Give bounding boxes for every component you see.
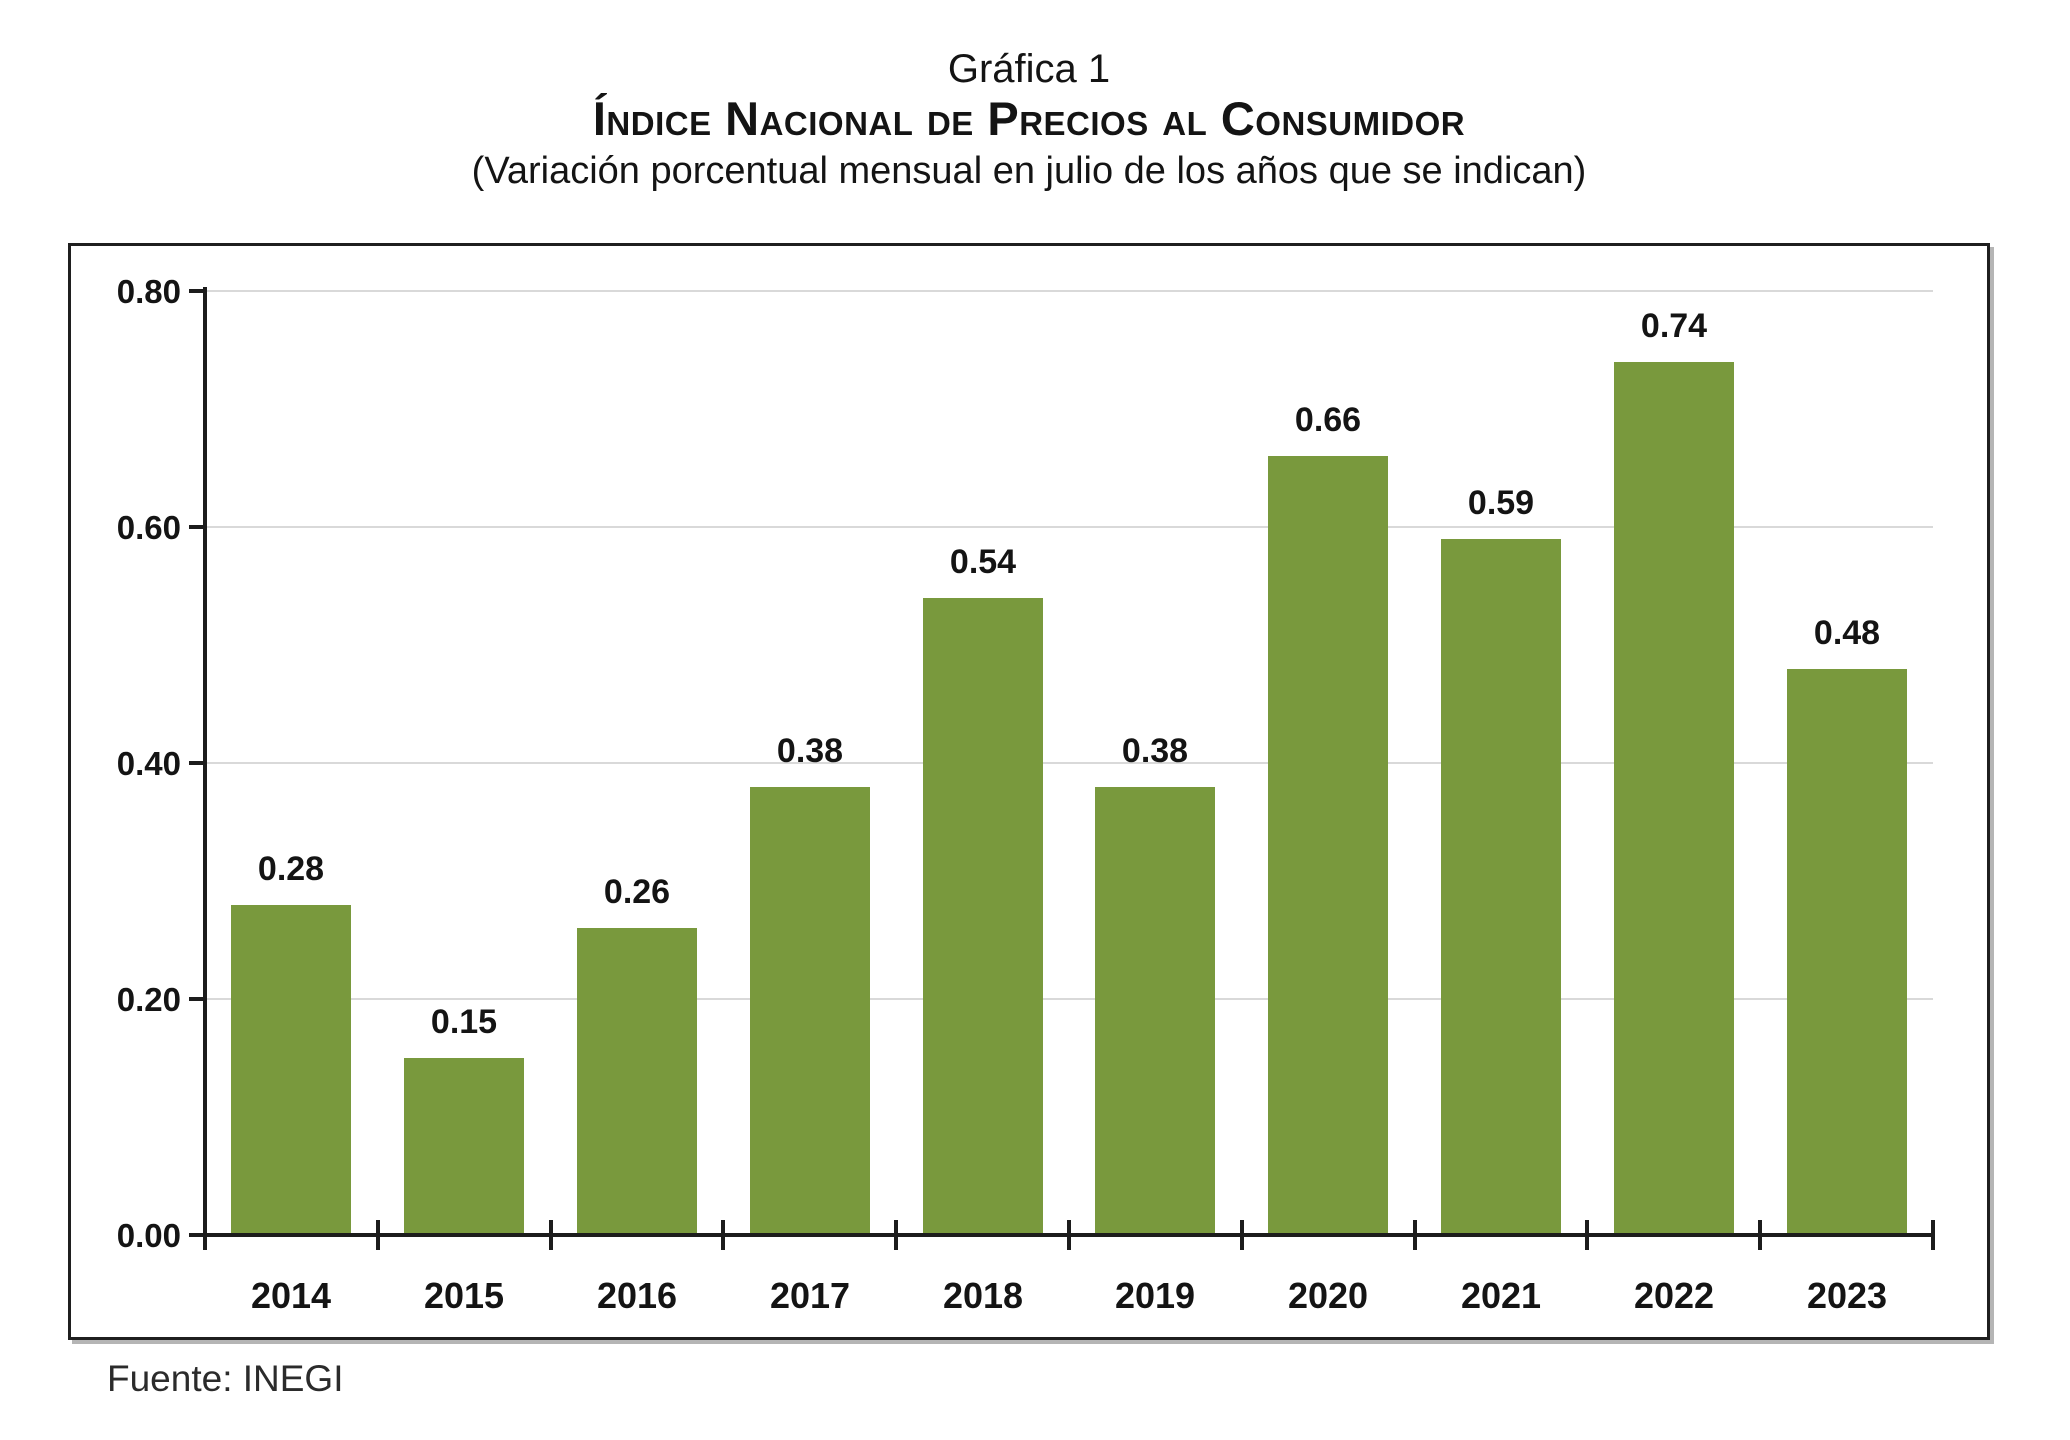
x-tick-mark [549, 1220, 553, 1250]
x-tick-mark [203, 1220, 207, 1250]
bar-value-label: 0.54 [949, 543, 1017, 581]
x-category-label: 2014 [250, 1275, 332, 1316]
chart-frame: 0.80 0.60 0.40 0.20 0.00 0.28 2014 0.15 2015 0.26… [68, 243, 1990, 1340]
x-category-label: 2021 [1460, 1275, 1542, 1316]
bar-2021 [1441, 539, 1561, 1235]
y-gridline [205, 998, 1933, 1000]
x-tick-mark [1067, 1220, 1071, 1250]
bar-2017 [750, 787, 870, 1235]
bar-value-label: 0.74 [1640, 307, 1708, 345]
x-category-label: 2023 [1806, 1275, 1888, 1316]
y-axis-line [203, 287, 207, 1237]
x-tick-mark [894, 1220, 898, 1250]
bar-2019 [1095, 787, 1215, 1235]
y-tick-label: 0.40 [116, 745, 181, 782]
x-tick-mark [1758, 1220, 1762, 1250]
bar-value-label: 0.28 [257, 850, 325, 888]
x-tick-mark [1240, 1220, 1244, 1250]
y-tick-label: 0.60 [116, 509, 181, 546]
x-category-label: 2016 [596, 1275, 678, 1316]
x-tick-mark [721, 1220, 725, 1250]
x-category-label: 2015 [423, 1275, 505, 1316]
y-tick-mark [189, 761, 205, 765]
bar-2023 [1787, 669, 1907, 1235]
bar-value-label: 0.38 [1121, 732, 1189, 770]
bar-value-label: 0.59 [1467, 484, 1535, 522]
y-tick-label: 0.80 [116, 273, 181, 310]
y-gridline [205, 762, 1933, 764]
y-tick-mark [189, 997, 205, 1001]
x-tick-mark [1931, 1220, 1935, 1250]
x-tick-mark [376, 1220, 380, 1250]
y-tick-mark [189, 1233, 205, 1237]
bar-2015 [404, 1058, 524, 1235]
x-tick-mark [1413, 1220, 1417, 1250]
bar-2018 [923, 598, 1043, 1235]
bar-value-label: 0.15 [430, 1003, 498, 1041]
source-note: Fuente: INEGI [107, 1358, 344, 1399]
x-tick-mark [1585, 1220, 1589, 1250]
bar-2022 [1614, 362, 1734, 1235]
chart-title: Índice Nacional de Precios al Consumidor [592, 92, 1466, 145]
x-category-label: 2022 [1633, 1275, 1715, 1316]
plot-area: 0.80 0.60 0.40 0.20 0.00 0.28 2014 0.15 2015 0.26… [71, 246, 1987, 1337]
y-tick-label: 0.20 [116, 981, 181, 1018]
bar-2020 [1268, 456, 1388, 1235]
bar-2014 [231, 905, 351, 1235]
y-tick-label: 0.00 [116, 1217, 181, 1254]
x-category-label: 2018 [942, 1275, 1024, 1316]
figure-label: Gráfica 1 [947, 47, 1111, 91]
x-category-label: 2020 [1287, 1275, 1369, 1316]
bar-value-label: 0.38 [776, 732, 844, 770]
x-category-label: 2017 [769, 1275, 851, 1316]
y-tick-mark [189, 525, 205, 529]
bar-value-label: 0.48 [1813, 614, 1881, 652]
y-gridline [205, 290, 1933, 292]
bar-value-label: 0.66 [1294, 401, 1362, 439]
bar-2016 [577, 928, 697, 1235]
bar-value-label: 0.26 [603, 873, 671, 911]
x-category-label: 2019 [1114, 1275, 1196, 1316]
chart-subtitle: (Variación porcentual mensual en julio d… [471, 150, 1587, 192]
y-tick-mark [189, 289, 205, 293]
y-gridline [205, 526, 1933, 528]
chart-header: Gráfica 1 Índice Nacional de Precios al … [68, 46, 1990, 194]
